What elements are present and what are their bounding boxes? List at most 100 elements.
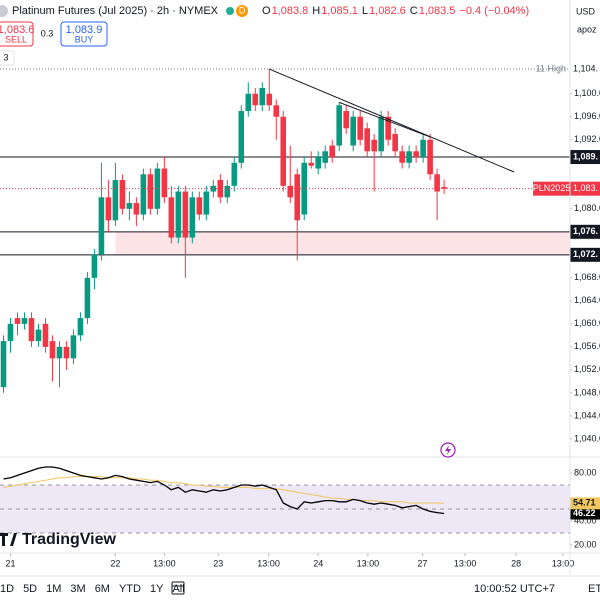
candle-body — [63, 346, 70, 359]
range-button[interactable]: 1D — [0, 583, 14, 595]
candle-body — [7, 323, 14, 342]
symbol-icon — [0, 5, 8, 17]
y-tick-label: 1,044.0 — [574, 410, 600, 420]
candle-body — [357, 116, 363, 140]
delay-badge-text: D — [239, 5, 246, 15]
candle-body — [217, 180, 224, 198]
currency[interactable]: USD — [576, 6, 596, 16]
session[interactable]: ET — [588, 583, 600, 595]
y-tick-label: 1,056.0 — [574, 341, 600, 351]
sell-price: 1,083.6 — [0, 24, 34, 36]
legend-value: 1,082.6 — [369, 5, 406, 17]
y-tick-label: 1,068.0 — [574, 272, 600, 282]
range-button[interactable]: All — [172, 583, 184, 595]
level-label: 1,076. — [573, 226, 598, 236]
buy-label: BUY — [75, 34, 94, 44]
legend-value: 1,085.1 — [321, 5, 358, 17]
candle-body — [441, 186, 447, 189]
buy-price: 1,083.9 — [66, 24, 103, 36]
sell-button[interactable] — [0, 21, 34, 47]
candle-body — [35, 329, 42, 342]
unit[interactable]: apoz — [577, 24, 597, 34]
candle-body — [56, 346, 63, 359]
candle-body — [308, 162, 315, 166]
candle-body — [84, 277, 91, 319]
candle-body — [420, 139, 426, 158]
range-button[interactable]: 3M — [70, 583, 85, 595]
y-tick-label: 80.00 — [574, 467, 597, 477]
legend-key: O — [262, 5, 271, 17]
range-button[interactable]: 1M — [46, 583, 61, 595]
candle-body — [322, 151, 329, 163]
range-button[interactable]: YTD — [119, 583, 141, 595]
candle-body — [231, 162, 238, 186]
indicator-toggle[interactable] — [0, 50, 15, 66]
y-tick-label: 40.00 — [574, 515, 597, 525]
range-button[interactable]: 5D — [23, 583, 37, 595]
candle-body — [126, 203, 133, 209]
candle-body — [119, 180, 126, 209]
level-label-box — [570, 247, 600, 262]
x-tick-label: 13:00 — [153, 558, 176, 568]
y-tick-label: 1,040.0 — [574, 433, 600, 443]
logo-mark — [0, 533, 17, 546]
candle-body — [196, 197, 203, 215]
rsi-line — [3, 466, 445, 515]
x-tick-label: 13:00 — [357, 558, 380, 568]
calendar-icon[interactable] — [171, 581, 185, 595]
candle-body — [224, 185, 231, 198]
level-label: 1,089. — [573, 151, 598, 161]
candle-body — [343, 111, 349, 129]
legend-key: H — [312, 5, 320, 17]
symbol-title[interactable]: Platinum Futures (Jul 2025) · 2h · NYMEX — [12, 5, 219, 17]
x-tick-label: 13:00 — [257, 558, 280, 568]
candle-body — [147, 174, 154, 209]
legend-key: L — [362, 5, 368, 17]
candle-body — [91, 254, 98, 278]
x-tick-label: 13:00 — [454, 558, 477, 568]
rsi-line — [3, 476, 445, 504]
candle-body — [182, 191, 189, 238]
candle-body — [175, 191, 182, 238]
buy-button[interactable] — [60, 21, 108, 47]
candle-body — [245, 93, 252, 112]
candle-body — [252, 93, 259, 106]
trend-line — [269, 68, 515, 173]
spread: 0.3 — [41, 28, 54, 38]
legend-key: C — [410, 5, 418, 17]
candle-body — [133, 203, 140, 215]
x-tick-label: 28 — [511, 558, 521, 568]
candle-body — [0, 341, 7, 388]
zone — [115, 231, 570, 255]
candle-body — [42, 323, 49, 347]
candle-body — [28, 318, 35, 342]
candle-body — [280, 116, 287, 186]
candle-body — [77, 318, 84, 336]
trend-line — [339, 101, 431, 138]
candle-body — [371, 139, 377, 152]
candle-body — [259, 88, 266, 106]
candle-body — [392, 134, 398, 152]
sell-label: SELL — [5, 34, 27, 44]
x-tick-label: 24 — [313, 558, 323, 568]
candle-body — [413, 151, 419, 158]
y-tick-label: 20.00 — [574, 539, 597, 549]
high-line-label: 1,104. — [573, 63, 598, 73]
range-button[interactable]: 6M — [95, 583, 110, 595]
y-tick-label: 1,100.0 — [574, 88, 600, 98]
price-pane: 1,089. 1,076. 1,072. 11 High 1,104. 1,040.0 1,… — [0, 63, 600, 568]
legend-value: 1,083.5 — [419, 5, 456, 17]
range-button[interactable]: 1Y — [150, 583, 164, 595]
y-tick-label: 1,048.0 — [574, 387, 600, 397]
candle-body — [105, 197, 112, 221]
candle-body — [140, 174, 147, 215]
candle-body — [273, 105, 280, 117]
candle-body — [378, 116, 384, 152]
candle-body — [301, 162, 308, 215]
rsi-value-label: 54.71 — [573, 498, 596, 508]
rsi-value-box — [570, 507, 600, 520]
y-tick-label: 1,092.0 — [574, 134, 600, 144]
alert-icon[interactable] — [440, 442, 456, 458]
